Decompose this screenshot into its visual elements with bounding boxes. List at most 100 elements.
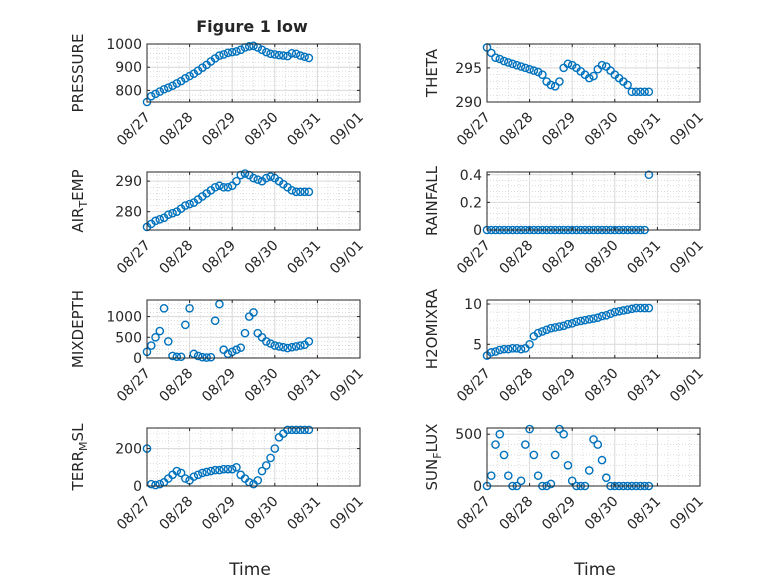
x-tick-label: 08/29 xyxy=(539,494,579,534)
x-tick-label: 09/01 xyxy=(327,494,367,534)
data-point xyxy=(270,50,280,59)
data-point xyxy=(240,169,250,178)
data-point xyxy=(198,352,207,362)
data-point xyxy=(210,54,220,63)
data-point xyxy=(163,83,173,92)
x-tick-label: 08/31 xyxy=(284,110,324,150)
data-point xyxy=(176,352,186,362)
data-point xyxy=(491,53,500,62)
data-point xyxy=(559,429,568,439)
data-point xyxy=(163,210,173,220)
x-tick-label: 08/31 xyxy=(284,238,324,278)
data-point xyxy=(567,319,577,328)
plot-area xyxy=(147,428,360,486)
x-tick-label: 08/30 xyxy=(242,110,282,150)
data-point xyxy=(623,80,632,90)
data-point xyxy=(193,470,203,480)
data-point xyxy=(185,199,194,209)
data-point xyxy=(287,186,297,195)
x-tick-label: 08/29 xyxy=(199,110,239,150)
data-point xyxy=(210,465,220,475)
x-tick-label: 08/30 xyxy=(242,494,282,534)
data-point xyxy=(223,349,233,359)
data-point xyxy=(491,440,500,449)
data-point xyxy=(636,303,645,313)
data-point xyxy=(266,339,275,348)
data-point xyxy=(168,351,177,361)
y-axis-label: THETA xyxy=(423,48,441,98)
y-tick-label: 900 xyxy=(115,60,142,76)
data-point xyxy=(593,440,603,449)
x-tick-label: 08/28 xyxy=(497,238,537,278)
x-tick-label: 08/31 xyxy=(284,494,324,534)
x-axis-label-right: Time xyxy=(573,560,616,580)
data-point xyxy=(623,305,632,314)
data-point xyxy=(291,49,301,59)
plot-area xyxy=(487,300,700,358)
x-tick-label: 08/27 xyxy=(454,110,494,150)
subplot-5: 0 500 1000 08/27 08/28 08/29 08/30 08/31 09/01 MI… xyxy=(69,290,367,405)
y-tick-label: 1000 xyxy=(106,37,142,53)
x-tick-label: 09/01 xyxy=(667,366,707,406)
data-point xyxy=(198,63,207,72)
data-point xyxy=(296,187,305,197)
axes-box xyxy=(146,427,361,487)
x-tick-label: 08/28 xyxy=(157,494,197,534)
data-point xyxy=(176,468,186,478)
data-point xyxy=(546,80,556,90)
data-point xyxy=(219,182,228,192)
axes-box xyxy=(146,171,361,231)
data-point xyxy=(512,60,522,70)
x-axis-label-left: Time xyxy=(228,560,271,580)
data-point xyxy=(215,51,224,60)
x-tick-label: 08/28 xyxy=(497,366,537,406)
data-point xyxy=(589,71,598,81)
data-point xyxy=(287,425,297,435)
data-point xyxy=(589,314,598,323)
data-point xyxy=(491,347,500,356)
data-point xyxy=(163,337,173,346)
x-tick-label: 08/31 xyxy=(624,110,664,150)
data-point xyxy=(606,309,615,318)
data-point xyxy=(261,173,271,183)
data-point xyxy=(304,337,314,346)
y-axis-label: SUNFLUX xyxy=(423,424,444,491)
data-point xyxy=(503,344,513,354)
data-point xyxy=(155,479,165,489)
y-tick-label: 1000 xyxy=(106,310,142,326)
data-point xyxy=(215,299,224,309)
axes-box xyxy=(146,43,361,103)
data-point xyxy=(610,307,620,317)
data-point xyxy=(168,208,177,218)
y-tick-label: 10 xyxy=(464,297,482,313)
data-point xyxy=(181,201,190,210)
data-point xyxy=(644,303,654,313)
x-tick-label: 08/28 xyxy=(157,238,197,278)
data-point xyxy=(538,327,547,336)
data-point xyxy=(279,51,288,60)
x-tick-label: 08/30 xyxy=(582,366,622,406)
data-point xyxy=(270,341,280,350)
subplot-3: 280 290 08/27 08/28 08/29 08/30 08/31 09/01 AIRT… xyxy=(69,169,367,277)
data-point xyxy=(236,343,246,352)
data-point xyxy=(181,74,190,83)
data-point xyxy=(198,468,207,478)
data-point xyxy=(270,444,280,453)
data-point xyxy=(172,466,182,476)
axes-box xyxy=(146,299,361,359)
x-tick-label: 08/29 xyxy=(539,238,579,278)
data-point xyxy=(227,464,237,474)
data-point xyxy=(249,41,258,51)
data-point xyxy=(151,89,160,99)
data-point xyxy=(503,58,513,67)
subplot-8: 0 500 08/27 08/28 08/29 08/30 08/31 09/01 SUNFLU… xyxy=(423,424,707,534)
data-point xyxy=(236,45,246,55)
x-tick-label: 08/27 xyxy=(114,238,154,278)
x-tick-label: 08/29 xyxy=(539,366,579,406)
data-point xyxy=(486,471,496,480)
data-point xyxy=(589,435,598,444)
data-point xyxy=(274,50,284,60)
data-point xyxy=(155,87,165,96)
data-point xyxy=(151,216,160,226)
data-point xyxy=(584,466,594,475)
